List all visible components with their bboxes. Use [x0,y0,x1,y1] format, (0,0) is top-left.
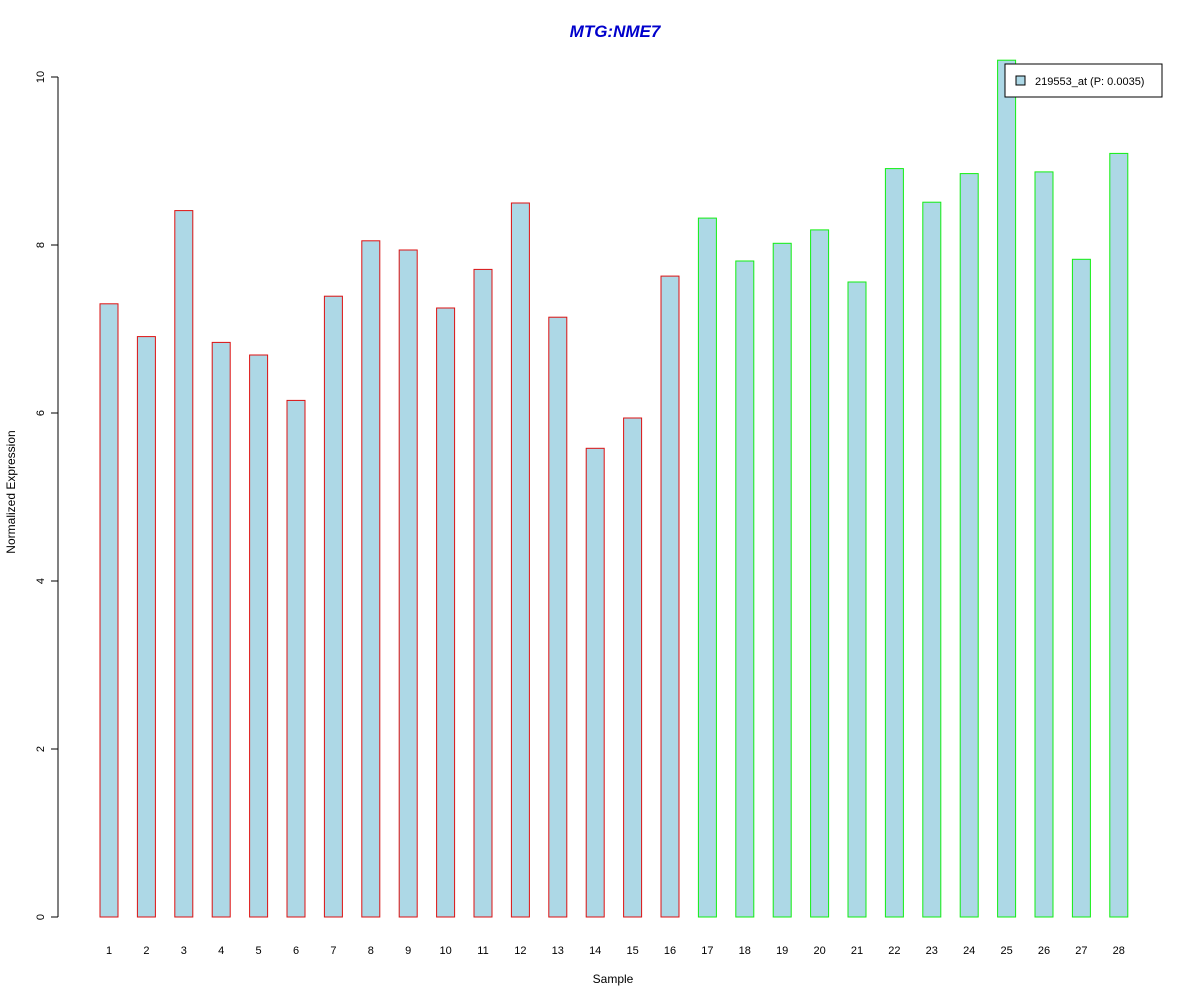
x-tick-label: 25 [1000,945,1012,957]
x-tick-label: 19 [776,945,788,957]
x-tick-label: 6 [293,945,299,957]
x-tick-labels: 1 2 3 4 5 6 7 8 9 10 11 12 13 14 15 16 17 18 19 20 21 22 23 24 2… [106,945,1125,957]
legend-box [1004,63,1163,98]
bar-sample-5 [249,354,269,918]
bar-sample-7 [323,295,343,918]
y-tick-label: 0 [35,914,47,920]
bar-sample-11 [473,268,493,918]
x-tick-label: 8 [368,945,374,957]
x-tick-label: 15 [626,945,638,957]
x-tick-label: 10 [439,945,451,957]
x-tick-label: 21 [851,945,863,957]
x-tick-label: 24 [963,945,975,957]
bar-sample-10 [436,307,456,918]
bar-sample-20 [810,229,830,918]
bar-sample-3 [174,210,194,918]
bar-sample-14 [585,447,605,918]
x-tick-label: 22 [888,945,900,957]
bar-sample-21 [847,281,867,918]
chart-title: MTG:NME7 [570,22,662,41]
x-tick-label: 27 [1075,945,1087,957]
bar-sample-9 [398,249,418,918]
x-tick-label: 9 [405,945,411,957]
bar-sample-24 [959,173,979,918]
y-tick-label: 8 [35,242,47,248]
bar-sample-2 [136,336,156,918]
bar-sample-1 [99,303,119,918]
bars [99,59,1129,918]
y-tick-label: 4 [35,578,47,584]
x-tick-label: 7 [330,945,336,957]
x-tick-label: 3 [181,945,187,957]
bar-sample-16 [660,275,680,918]
x-tick-label: 20 [813,945,825,957]
bar-sample-18 [735,260,755,918]
x-tick-label: 17 [701,945,713,957]
bar-sample-28 [1109,152,1129,918]
bar-sample-8 [361,240,381,918]
x-tick-label: 23 [926,945,938,957]
bar-sample-13 [548,316,568,918]
bar-sample-22 [884,168,904,918]
x-tick-label: 13 [552,945,564,957]
legend-swatch [1015,75,1026,86]
x-tick-label: 16 [664,945,676,957]
x-tick-label: 5 [256,945,262,957]
x-tick-label: 1 [106,945,112,957]
y-axis: 0 2 4 6 8 10 [35,71,59,920]
x-tick-label: 28 [1113,945,1125,957]
bar-sample-12 [510,202,530,918]
x-tick-label: 11 [477,945,488,957]
bar-sample-23 [922,201,942,918]
bar-sample-25 [997,59,1017,918]
x-tick-label: 4 [218,945,224,957]
y-tick-label: 2 [35,746,47,752]
y-tick-label: 10 [35,71,47,83]
x-tick-label: 2 [143,945,149,957]
bar-sample-27 [1071,258,1091,918]
bar-sample-6 [286,399,306,918]
legend: 219553_at (P: 0.0035) [1004,63,1163,98]
bar-sample-15 [623,417,643,918]
x-tick-label: 14 [589,945,601,957]
x-tick-label: 18 [739,945,751,957]
bar-sample-26 [1034,171,1054,918]
y-tick-label: 6 [35,410,47,416]
x-tick-label: 12 [514,945,526,957]
bar-sample-19 [772,242,792,918]
legend-label: 219553_at (P: 0.0035) [1035,76,1144,88]
y-axis-title: Normalized Expression [4,430,18,553]
bar-sample-4 [211,341,231,918]
bar-sample-17 [697,217,717,918]
x-tick-label: 26 [1038,945,1050,957]
x-axis-title: Sample [593,972,634,986]
